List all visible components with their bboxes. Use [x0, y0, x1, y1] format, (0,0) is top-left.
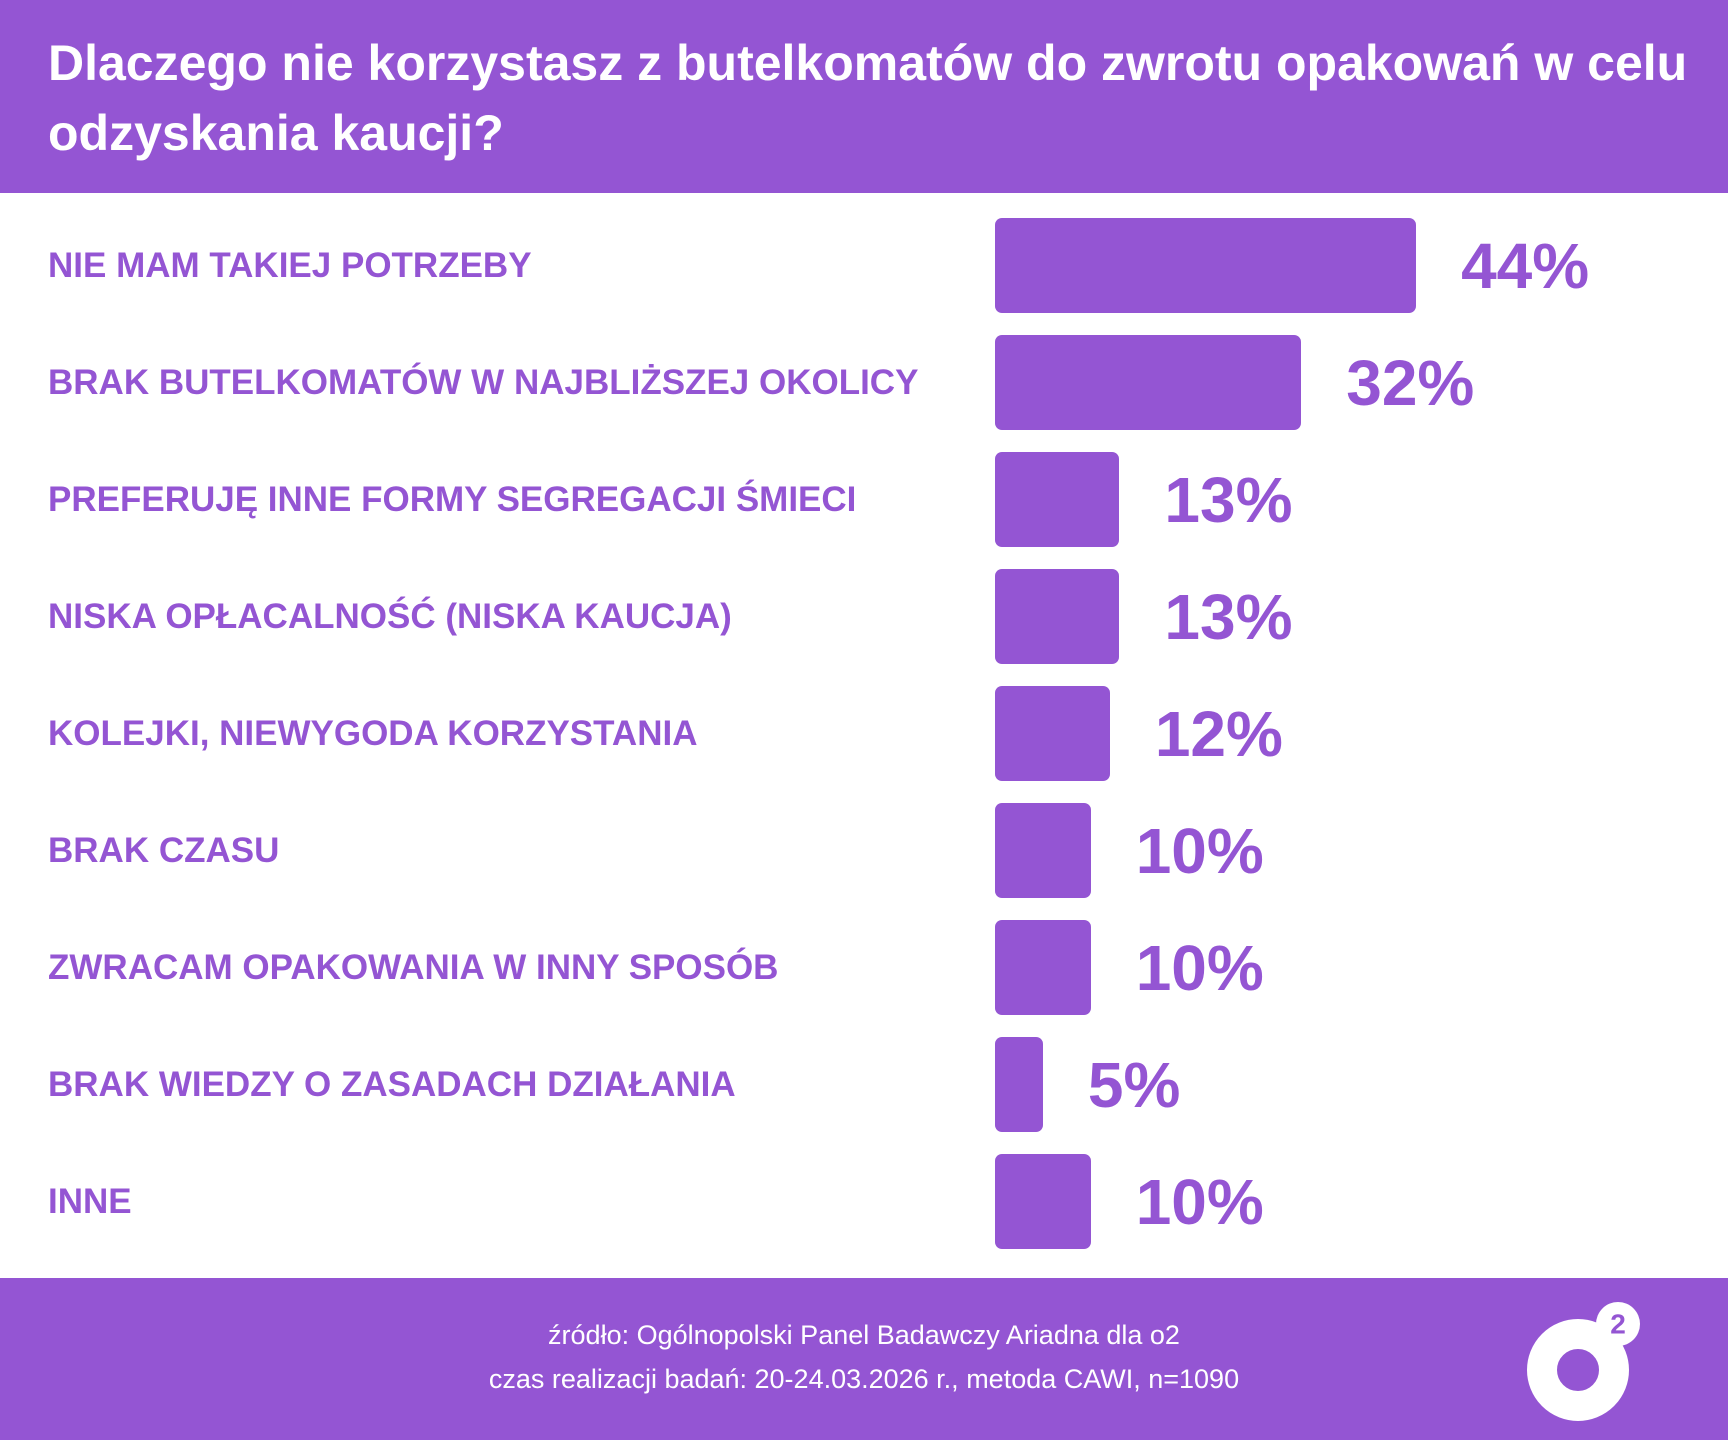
logo-text: 2	[1610, 1308, 1626, 1339]
footer: źródło: Ogólnopolski Panel Badawczy Aria…	[0, 1278, 1728, 1440]
bar	[995, 569, 1120, 664]
bar	[995, 1037, 1043, 1132]
value-label: 10%	[1135, 814, 1264, 887]
value-label: 5%	[1087, 1048, 1181, 1121]
bar	[995, 920, 1091, 1015]
value-label: 10%	[1135, 1165, 1264, 1238]
value-label: 10%	[1135, 931, 1264, 1004]
logo-badge	[1596, 1302, 1640, 1346]
value-label: 12%	[1154, 697, 1283, 770]
category-label: NIE MAM TAKIEJ POTRZEBY	[48, 245, 532, 285]
category-label: INNE	[48, 1181, 132, 1221]
bar	[995, 1154, 1091, 1249]
bar	[995, 218, 1417, 313]
note: czas realizacji badań: 20-24.03.2026 r.,…	[488, 1364, 1240, 1394]
bar	[995, 686, 1110, 781]
value-label: 13%	[1164, 580, 1293, 653]
logo-circle	[1527, 1319, 1629, 1421]
value-label: 32%	[1346, 346, 1475, 419]
category-label: BRAK WIEDZY O ZASADACH DZIAŁANIA	[48, 1064, 736, 1104]
category-label: PREFERUJĘ INNE FORMY SEGREGACJI ŚMIECI	[48, 479, 857, 519]
category-label: ZWRACAM OPAKOWANIA W INNY SPOSÓB	[48, 947, 779, 987]
bar	[995, 452, 1120, 547]
value-label: 13%	[1164, 463, 1293, 536]
category-label: BRAK CZASU	[48, 830, 280, 870]
chart-title: Dlaczego nie korzystasz z butelkomatów d…	[48, 35, 1688, 161]
value-label: 44%	[1461, 229, 1590, 302]
bar	[995, 803, 1091, 898]
logo: 2	[1527, 1302, 1640, 1421]
category-label: NISKA OPŁACALNOŚĆ (NISKA KAUCJA)	[48, 596, 732, 636]
category-label: KOLEJKI, NIEWYGODA KORZYSTANIA	[48, 713, 698, 753]
source: źródło: Ogólnopolski Panel Badawczy Aria…	[548, 1320, 1180, 1350]
bar	[995, 335, 1302, 430]
category-label: BRAK BUTELKOMATÓW W NAJBLIŻSZEJ OKOLICY	[48, 362, 919, 402]
header: Dlaczego nie korzystasz z butelkomatów d…	[0, 0, 1728, 193]
